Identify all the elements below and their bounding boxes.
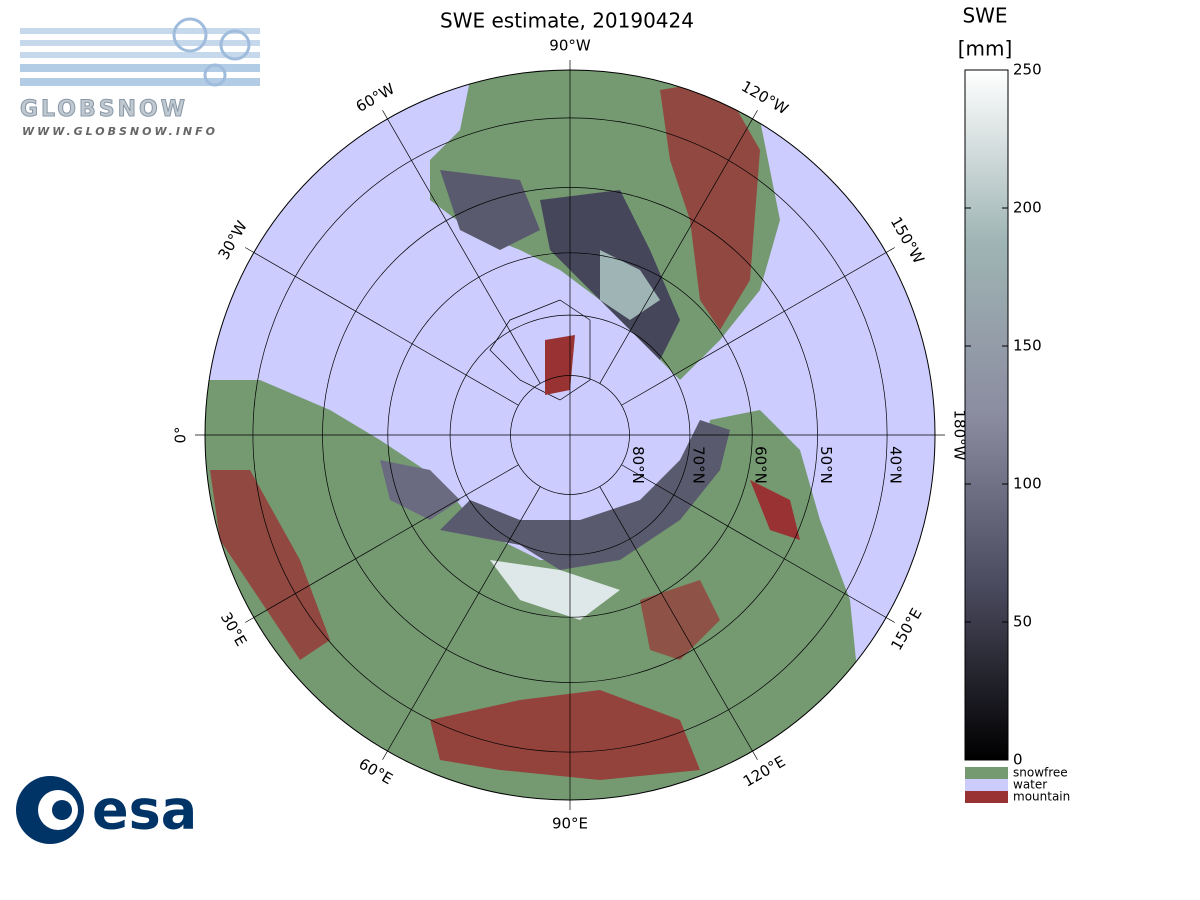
logo-name: GLOBSNOW: [20, 97, 188, 122]
logo-url: WWW.GLOBSNOW.INFO: [22, 125, 218, 138]
longitude-label: 60°E: [356, 755, 396, 789]
meridian: [382, 110, 541, 384]
legend-label: snowfree: [1013, 766, 1068, 780]
colorbar-tick-label: 200: [1013, 199, 1042, 217]
colorbar-tick-label: 100: [1013, 475, 1042, 493]
longitude-label: 0°: [172, 426, 190, 443]
esa-text: esa: [92, 779, 197, 842]
legend-swatch: [965, 779, 1008, 791]
longitude-label: 60°W: [353, 79, 398, 115]
latitude-label: 50°N: [817, 446, 835, 484]
meridian: [621, 247, 895, 406]
colorbar-tick-label: 150: [1013, 337, 1042, 355]
longitude-label: 150°E: [887, 605, 925, 653]
legend-label: water: [1013, 778, 1047, 792]
latitude-label: 40°N: [887, 446, 905, 484]
colorbar-tick-label: 0: [1013, 751, 1023, 769]
colorbar-ticks: 0 50 100 150 200 250: [965, 61, 1042, 769]
legend-swatch: [965, 791, 1008, 803]
esa-logo: esa: [16, 776, 197, 844]
latitude-label: 80°N: [629, 446, 647, 484]
meridian: [599, 486, 758, 760]
globsnow-logo: GLOBSNOW WWW.GLOBSNOW.INFO: [20, 17, 260, 138]
longitude-label: 30°E: [217, 609, 251, 649]
meridian: [382, 486, 541, 760]
longitude-label: 30°W: [215, 218, 251, 263]
meridian: [599, 110, 758, 384]
longitude-label: 90°W: [549, 37, 591, 55]
colorbar-tick-label: 50: [1013, 613, 1032, 631]
latitude-label: 70°N: [689, 446, 707, 484]
colorbar-unit: [mm]: [958, 37, 1013, 61]
colorbar-tick-label: 250: [1013, 61, 1042, 79]
meridian: [245, 247, 519, 406]
meridian: [245, 464, 519, 623]
longitude-label: 150°W: [887, 214, 928, 267]
latitude-label: 60°N: [752, 446, 770, 484]
land: [205, 70, 860, 800]
longitude-label: 120°E: [740, 752, 788, 790]
colorbar: [964, 69, 1009, 761]
meridian: [621, 464, 895, 623]
longitude-label: 180°W: [951, 410, 969, 461]
longitude-label: 90°E: [552, 815, 588, 833]
longitude-label: 120°W: [738, 77, 791, 118]
legend-label: mountain: [1013, 790, 1070, 804]
colorbar-title: SWE: [962, 4, 1007, 28]
map-title: SWE estimate, 20190424: [440, 9, 694, 33]
legend-swatch: [965, 767, 1008, 779]
